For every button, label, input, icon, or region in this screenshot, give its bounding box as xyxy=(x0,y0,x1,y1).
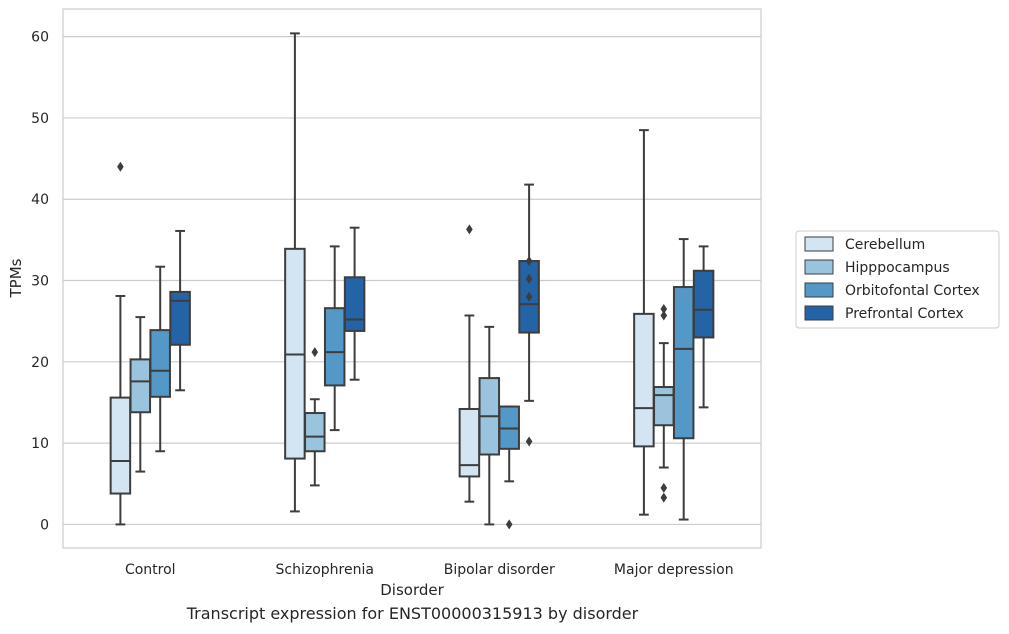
legend-label: Prefrontal Cortex xyxy=(845,306,964,322)
box-2-3 xyxy=(672,238,695,521)
box-iqr xyxy=(169,290,191,346)
axes: 0 10 20 30 40 50 60 Control Schizophrenia Bipola… xyxy=(7,30,734,599)
box-iqr xyxy=(672,286,695,440)
box-iqr xyxy=(458,407,481,478)
box-iqr xyxy=(323,307,346,387)
y-tick-label: 10 xyxy=(31,436,49,452)
y-tick-label: 0 xyxy=(40,517,49,533)
legend-frame xyxy=(795,230,1000,329)
y-tick-label: 50 xyxy=(31,111,49,127)
outlier-point xyxy=(660,482,668,493)
box-3-3 xyxy=(692,245,715,409)
box-0-1 xyxy=(284,32,306,513)
outlier-point xyxy=(525,291,533,302)
box-iqr xyxy=(129,358,152,414)
box-2-0 xyxy=(149,265,171,453)
y-tick-label: 30 xyxy=(31,274,49,290)
box-1-2 xyxy=(478,325,501,526)
box-iqr xyxy=(304,412,326,453)
outlier-point xyxy=(117,161,124,172)
box-1-1 xyxy=(304,347,326,487)
legend-swatch xyxy=(804,305,834,321)
box-0-3 xyxy=(633,129,655,516)
box-0-0 xyxy=(109,161,132,526)
box-0-2 xyxy=(458,224,481,503)
x-tick-label: Control xyxy=(125,562,176,578)
legend-swatch xyxy=(804,259,834,275)
box-iqr xyxy=(343,276,366,332)
outlier-point xyxy=(525,273,533,284)
x-axis-label: Disorder xyxy=(380,581,444,599)
box-3-1 xyxy=(343,226,366,381)
y-tick-label: 40 xyxy=(31,192,49,208)
box-iqr xyxy=(109,396,132,495)
x-tick-label: Major depression xyxy=(614,562,734,578)
outlier-point xyxy=(311,347,319,358)
figure-caption: Transcript expression for ENST0000031591… xyxy=(186,604,639,623)
x-tick-labels: Control Schizophrenia Bipolar disorder Majo… xyxy=(125,562,734,578)
legend-items: Cerebellum Hipppocampus Orbitofontal Corte… xyxy=(804,236,980,322)
box-iqr xyxy=(692,269,715,339)
x-tick-label: Bipolar disorder xyxy=(444,562,555,578)
x-tick-label: Schizophrenia xyxy=(276,562,374,578)
outlier-point xyxy=(660,310,668,321)
box-3-2 xyxy=(518,183,540,447)
outlier-point xyxy=(505,519,513,530)
outlier-point xyxy=(466,224,473,235)
y-tick-labels: 0 10 20 30 40 50 60 xyxy=(31,30,49,534)
box-iqr xyxy=(633,312,655,448)
box-2-1 xyxy=(323,245,346,432)
outlier-point xyxy=(525,436,533,447)
box-iqr xyxy=(149,329,171,398)
y-axis-label: TPMs xyxy=(7,258,25,298)
box-iqr xyxy=(653,386,675,427)
box-1-3 xyxy=(653,303,675,503)
box-series-layer xyxy=(109,32,715,530)
legend-label: Orbitofontal Cortex xyxy=(845,283,980,299)
box-3-0 xyxy=(169,229,191,392)
legend: Cerebellum Hipppocampus Orbitofontal Corte… xyxy=(795,230,1000,329)
plot-area-frame xyxy=(62,8,762,549)
legend-label: Hipppocampus xyxy=(845,260,950,276)
y-tick-label: 60 xyxy=(31,30,49,46)
outlier-point xyxy=(660,492,668,503)
box-2-2 xyxy=(498,405,520,530)
outlier-point xyxy=(660,303,668,314)
legend-label: Cerebellum xyxy=(845,237,925,253)
box-1-0 xyxy=(129,316,152,473)
outlier-point xyxy=(525,256,533,267)
gridlines xyxy=(63,36,761,526)
legend-swatch xyxy=(804,282,834,298)
y-tick-label: 20 xyxy=(31,355,49,371)
legend-swatch xyxy=(804,236,834,252)
